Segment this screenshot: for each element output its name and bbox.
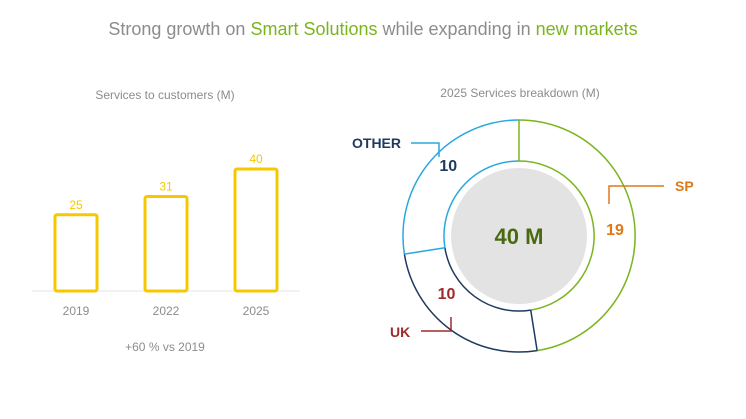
callout-label-other: OTHER [352,135,401,151]
bar-value-label-2022: 31 [159,179,173,193]
donut-chart-title: 2025 Services breakdown (M) [440,86,600,100]
bar-category-label-2022: 2022 [153,304,180,318]
callout-line-sp [608,185,664,204]
bar-category-label-2025: 2025 [243,304,270,318]
bar-chart-title: Services to customers (M) [95,88,235,102]
callout-line-other [411,142,440,157]
donut-inner-arc-sp [518,160,595,311]
bar-2019 [53,213,99,293]
donut-value-other: 10 [439,158,457,175]
bar-2022 [143,194,189,293]
bar-value-label-2019: 25 [69,198,83,212]
donut-divider-2 [404,246,446,255]
donut-inner-arc-uk [444,247,531,312]
headline-highlight-new-markets: new markets [535,19,638,39]
donut-outer-arc-other [402,119,520,255]
donut-value-uk: 10 [438,286,456,303]
donut-value-sp: 19 [606,222,624,239]
donut-outer-arc-sp [518,119,636,352]
callout-label-sp: SP [675,178,694,194]
callout-label-uk: UK [390,324,410,340]
headline: Strong growth on Smart Solutions while e… [0,19,746,40]
bar-category-label-2019: 2019 [63,304,90,318]
donut-center-label: 40 M [495,224,544,249]
bar-2025 [233,167,279,293]
headline-part2: while expanding in [377,19,536,39]
donut-center-disc [451,168,587,304]
callout-line-uk [421,317,452,332]
donut-inner-arc-other [443,160,520,248]
bar-value-label-2025: 40 [249,152,263,166]
headline-highlight-smart-solutions: Smart Solutions [250,19,378,39]
donut-divider-1 [529,309,538,351]
headline-part1: Strong growth on [108,19,251,39]
growth-note: +60 % vs 2019 [125,340,205,354]
